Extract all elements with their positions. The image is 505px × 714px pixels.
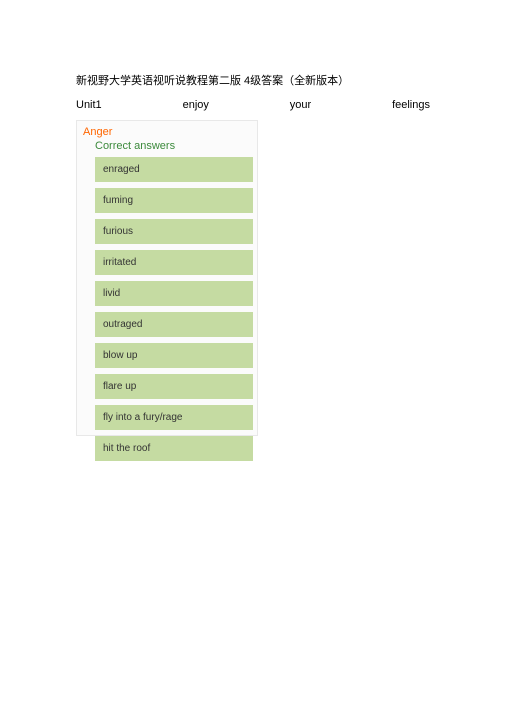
- answer-item: enraged: [95, 157, 253, 182]
- answer-item: livid: [95, 281, 253, 306]
- answer-item: outraged: [95, 312, 253, 337]
- answer-item: irritated: [95, 250, 253, 275]
- answer-item: flare up: [95, 374, 253, 399]
- subtitle-unit: Unit1: [76, 99, 102, 111]
- subtitle-word-4: feelings: [392, 99, 430, 111]
- answer-item: hit the roof: [95, 436, 253, 461]
- subtitle-word-3: your: [290, 99, 311, 111]
- subtitle-word-2: enjoy: [183, 99, 209, 111]
- page-title: 新视野大学英语视听说教程第二版 4级答案（全新版本）: [76, 72, 349, 88]
- answer-item: fly into a fury/rage: [95, 405, 253, 430]
- answer-item: blow up: [95, 343, 253, 368]
- answer-item: fuming: [95, 188, 253, 213]
- subtitle-row: Unit1 enjoy your feelings: [76, 99, 430, 111]
- correct-answers-label: Correct answers: [95, 140, 254, 152]
- category-label: Anger: [83, 126, 254, 138]
- answer-box: Anger Correct answers enraged fuming fur…: [76, 120, 258, 436]
- answer-item: furious: [95, 219, 253, 244]
